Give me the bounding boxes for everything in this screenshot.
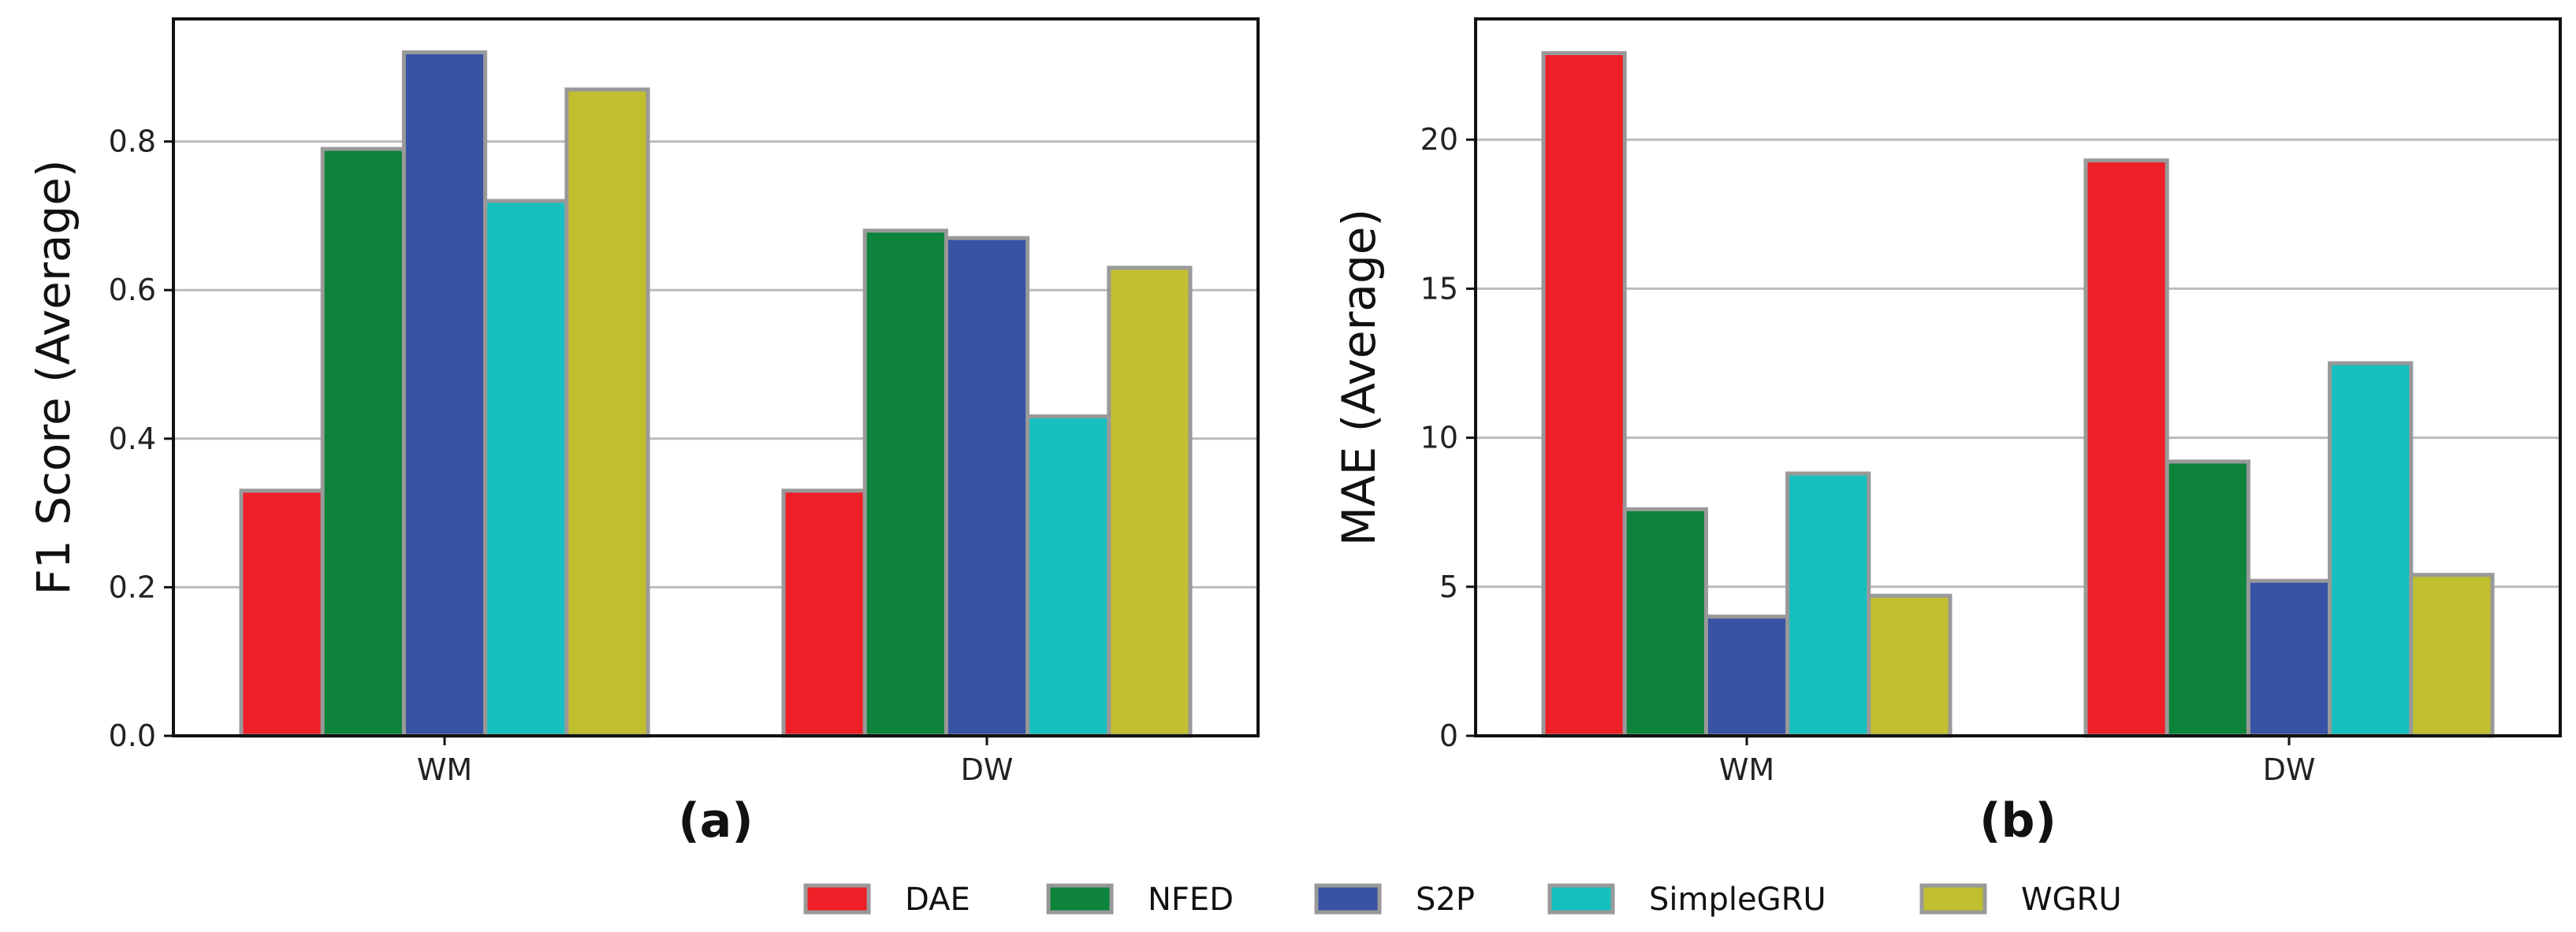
legend: DAE NFED S2P SimpleGRU WGRU [803, 882, 2122, 918]
legend-label-s2p: S2P [1416, 882, 1475, 918]
y-axis-label-b: MAE (Average) [1332, 209, 1386, 546]
legend-swatch-nfed [1046, 883, 1114, 915]
bars-a [239, 50, 1193, 738]
panel-label-a: (a) [678, 793, 753, 848]
chart-panel-b: 0 5 10 15 20 WM DW MAE (Average) (b) [1332, 17, 2562, 848]
bar-simplegru-wm [1785, 471, 1871, 738]
y-axis-label-a: F1 Score (Average) [27, 159, 80, 595]
bar-wgru-wm [1867, 593, 1952, 738]
x-axis-categories-a: WM DW [417, 736, 1014, 787]
legend-swatch-simplegru [1547, 883, 1615, 915]
bar-wgru-dw [2409, 573, 2495, 738]
legend-swatch-dae [803, 883, 871, 915]
y-tick-label: 5 [1439, 570, 1458, 604]
chart-panel-a: 0.00.20.40.60.8 WM DW F1 Score (Average) … [27, 17, 1260, 848]
y-axis-ticks-a: 0.0 0.2 0.4 0.6 0.8 [109, 124, 173, 753]
y-tick-label: 15 [1420, 271, 1458, 306]
y-tick-label: 20 [1420, 122, 1458, 157]
bar-nfed-wm [1622, 507, 1708, 738]
bar-nfed-dw [2165, 459, 2250, 738]
legend-label-nfed: NFED [1148, 882, 1234, 918]
x-category-label: WM [1719, 752, 1774, 787]
bar-s2p-wm [401, 50, 488, 738]
x-category-label: DW [961, 752, 1014, 787]
y-tick-label: 0.8 [109, 124, 156, 159]
y-tick-label: 0.0 [109, 718, 156, 753]
x-category-label: DW [2263, 752, 2316, 787]
legend-label-simplegru: SimpleGRU [1649, 882, 1826, 918]
y-axis-ticks-b: 0 5 10 15 20 [1420, 122, 1476, 753]
legend-swatch-s2p [1314, 883, 1382, 915]
bar-simplegru-wm [483, 199, 569, 738]
bar-simplegru-dw [1026, 414, 1111, 738]
y-tick-label: 0 [1439, 718, 1458, 753]
bar-s2p-dw [944, 236, 1030, 738]
panel-label-b: (b) [1979, 793, 2057, 848]
plot-frame-a [172, 17, 1260, 737]
plot-frame-b [1474, 17, 2562, 737]
legend-label-wgru: WGRU [2021, 882, 2122, 918]
bar-dae-dw [2083, 158, 2169, 738]
bars-b [1541, 51, 2495, 738]
legend-label-dae: DAE [905, 882, 970, 918]
bar-nfed-wm [320, 147, 406, 738]
bar-s2p-wm [1703, 615, 1790, 738]
bar-dae-dw [781, 488, 867, 738]
bar-wgru-wm [564, 87, 650, 738]
bar-s2p-dw [2246, 578, 2332, 738]
bar-simplegru-dw [2328, 361, 2414, 738]
y-tick-label: 0.4 [109, 421, 156, 456]
bar-wgru-dw [1107, 265, 1193, 738]
y-tick-label: 0.6 [109, 273, 156, 307]
y-tick-label: 10 [1420, 421, 1458, 455]
bar-dae-wm [1541, 51, 1627, 738]
bar-nfed-dw [862, 228, 948, 738]
x-category-label: WM [417, 752, 472, 787]
y-tick-label: 0.2 [109, 570, 156, 604]
legend-swatch-wgru [1919, 883, 1987, 915]
x-axis-categories-b: WM DW [1719, 736, 2316, 787]
bar-dae-wm [239, 488, 325, 738]
